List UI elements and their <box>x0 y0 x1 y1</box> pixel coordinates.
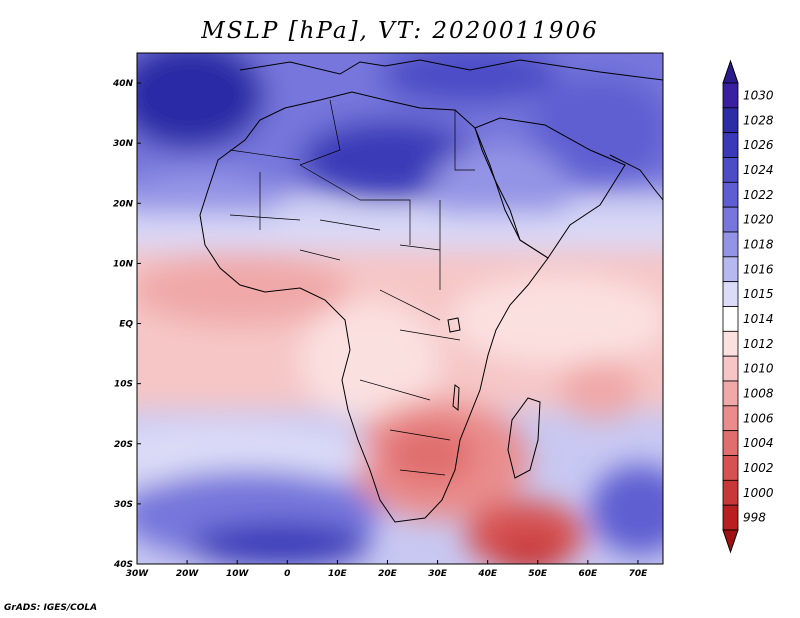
map-title: MSLP [hPa], VT: 2020011906 <box>201 18 599 44</box>
colorbar-swatch <box>722 231 739 258</box>
colorbar-label: 1018 <box>743 237 774 251</box>
colorbar-swatch <box>722 132 739 158</box>
x-tick-label: 40E <box>477 569 498 579</box>
colorbar-label: 1026 <box>743 138 774 152</box>
madagascar-coastline <box>507 397 541 479</box>
colorbar-label: 1010 <box>743 362 774 376</box>
x-tick-label: 50E <box>528 569 548 579</box>
colorbar-label: 1016 <box>743 262 774 276</box>
colorbar-label: 1000 <box>743 486 774 500</box>
y-tick-label: 40S <box>113 560 133 570</box>
x-tick-label: 70E <box>629 569 649 579</box>
colorbar-label: 1002 <box>743 461 774 475</box>
grads-credit: GrADS: IGES/COLA <box>4 603 98 613</box>
y-axis: 40N 30N 20N 10N EQ 10S 20S 30S 40S <box>112 79 141 570</box>
x-tick-label: 60E <box>579 569 599 579</box>
colorbar-swatch <box>722 455 739 481</box>
x-tick-label: 10W <box>226 569 250 579</box>
coastline-overlay <box>199 59 663 523</box>
colorbar: 1030 1028 1026 1024 1022 1020 1018 1016 1015 1014… <box>722 59 774 554</box>
x-tick-label: 30E <box>428 569 448 579</box>
lake-malawi <box>452 384 460 412</box>
pressure-field <box>137 53 663 564</box>
colorbar-label: 1015 <box>743 287 774 301</box>
colorbar-label: 1024 <box>743 163 774 177</box>
colorbar-swatch <box>722 82 739 109</box>
colorbar-swatch <box>722 157 739 183</box>
colorbar-swatch <box>722 479 739 506</box>
colorbar-label: 1014 <box>743 312 774 326</box>
colorbar-label: 1028 <box>743 113 774 127</box>
colorbar-label: 1008 <box>743 386 774 400</box>
x-axis: 30W 20W 10W 0 10E 20E 30E 40E 50E 60E 70E <box>126 560 648 579</box>
colorbar-swatch <box>722 380 739 407</box>
colorbar-swatch <box>722 405 739 432</box>
y-tick-label: 30N <box>113 139 134 149</box>
colorbar-label: 1020 <box>743 213 774 227</box>
colorbar-swatch <box>722 256 739 283</box>
plot-frame <box>136 52 664 565</box>
europe-coastline <box>239 59 663 81</box>
y-tick-label: 20S <box>114 440 133 450</box>
colorbar-swatch <box>722 107 739 134</box>
colorbar-label: 998 <box>743 511 766 525</box>
x-tick-label: 20W <box>176 569 200 579</box>
colorbar-label: 1030 <box>743 88 774 102</box>
y-tick-label: 10S <box>114 380 133 390</box>
colorbar-swatch <box>722 281 739 307</box>
y-tick-label: 10N <box>113 259 134 269</box>
colorbar-swatch <box>722 306 739 332</box>
x-tick-label: 0 <box>284 569 290 579</box>
colorbar-label: 1022 <box>743 188 774 202</box>
colorbar-swatch <box>722 181 739 208</box>
colorbar-swatch <box>722 355 739 382</box>
y-tick-label: EQ <box>119 320 133 330</box>
x-tick-label: 10E <box>328 569 348 579</box>
colorbar-label: 1004 <box>743 436 774 450</box>
africa-coastline <box>199 91 549 523</box>
colorbar-under-arrow <box>722 529 739 554</box>
x-tick-label: 20E <box>378 569 398 579</box>
y-tick-label: 40N <box>112 79 134 89</box>
colorbar-swatch <box>722 430 739 456</box>
colorbar-swatch <box>722 206 739 233</box>
colorbar-label: 1006 <box>743 411 774 425</box>
colorbar-swatch <box>722 330 739 357</box>
colorbar-over-arrow <box>722 59 739 84</box>
y-tick-label: 30S <box>114 500 133 510</box>
country-borders <box>229 99 475 476</box>
y-tick-label: 20N <box>113 199 134 209</box>
colorbar-swatch <box>722 504 739 531</box>
arabia-coastline <box>474 117 626 259</box>
india-coastline <box>609 154 663 201</box>
x-tick-label: 30W <box>126 569 150 579</box>
colorbar-label: 1012 <box>743 337 774 351</box>
lake-victoria <box>447 317 461 333</box>
